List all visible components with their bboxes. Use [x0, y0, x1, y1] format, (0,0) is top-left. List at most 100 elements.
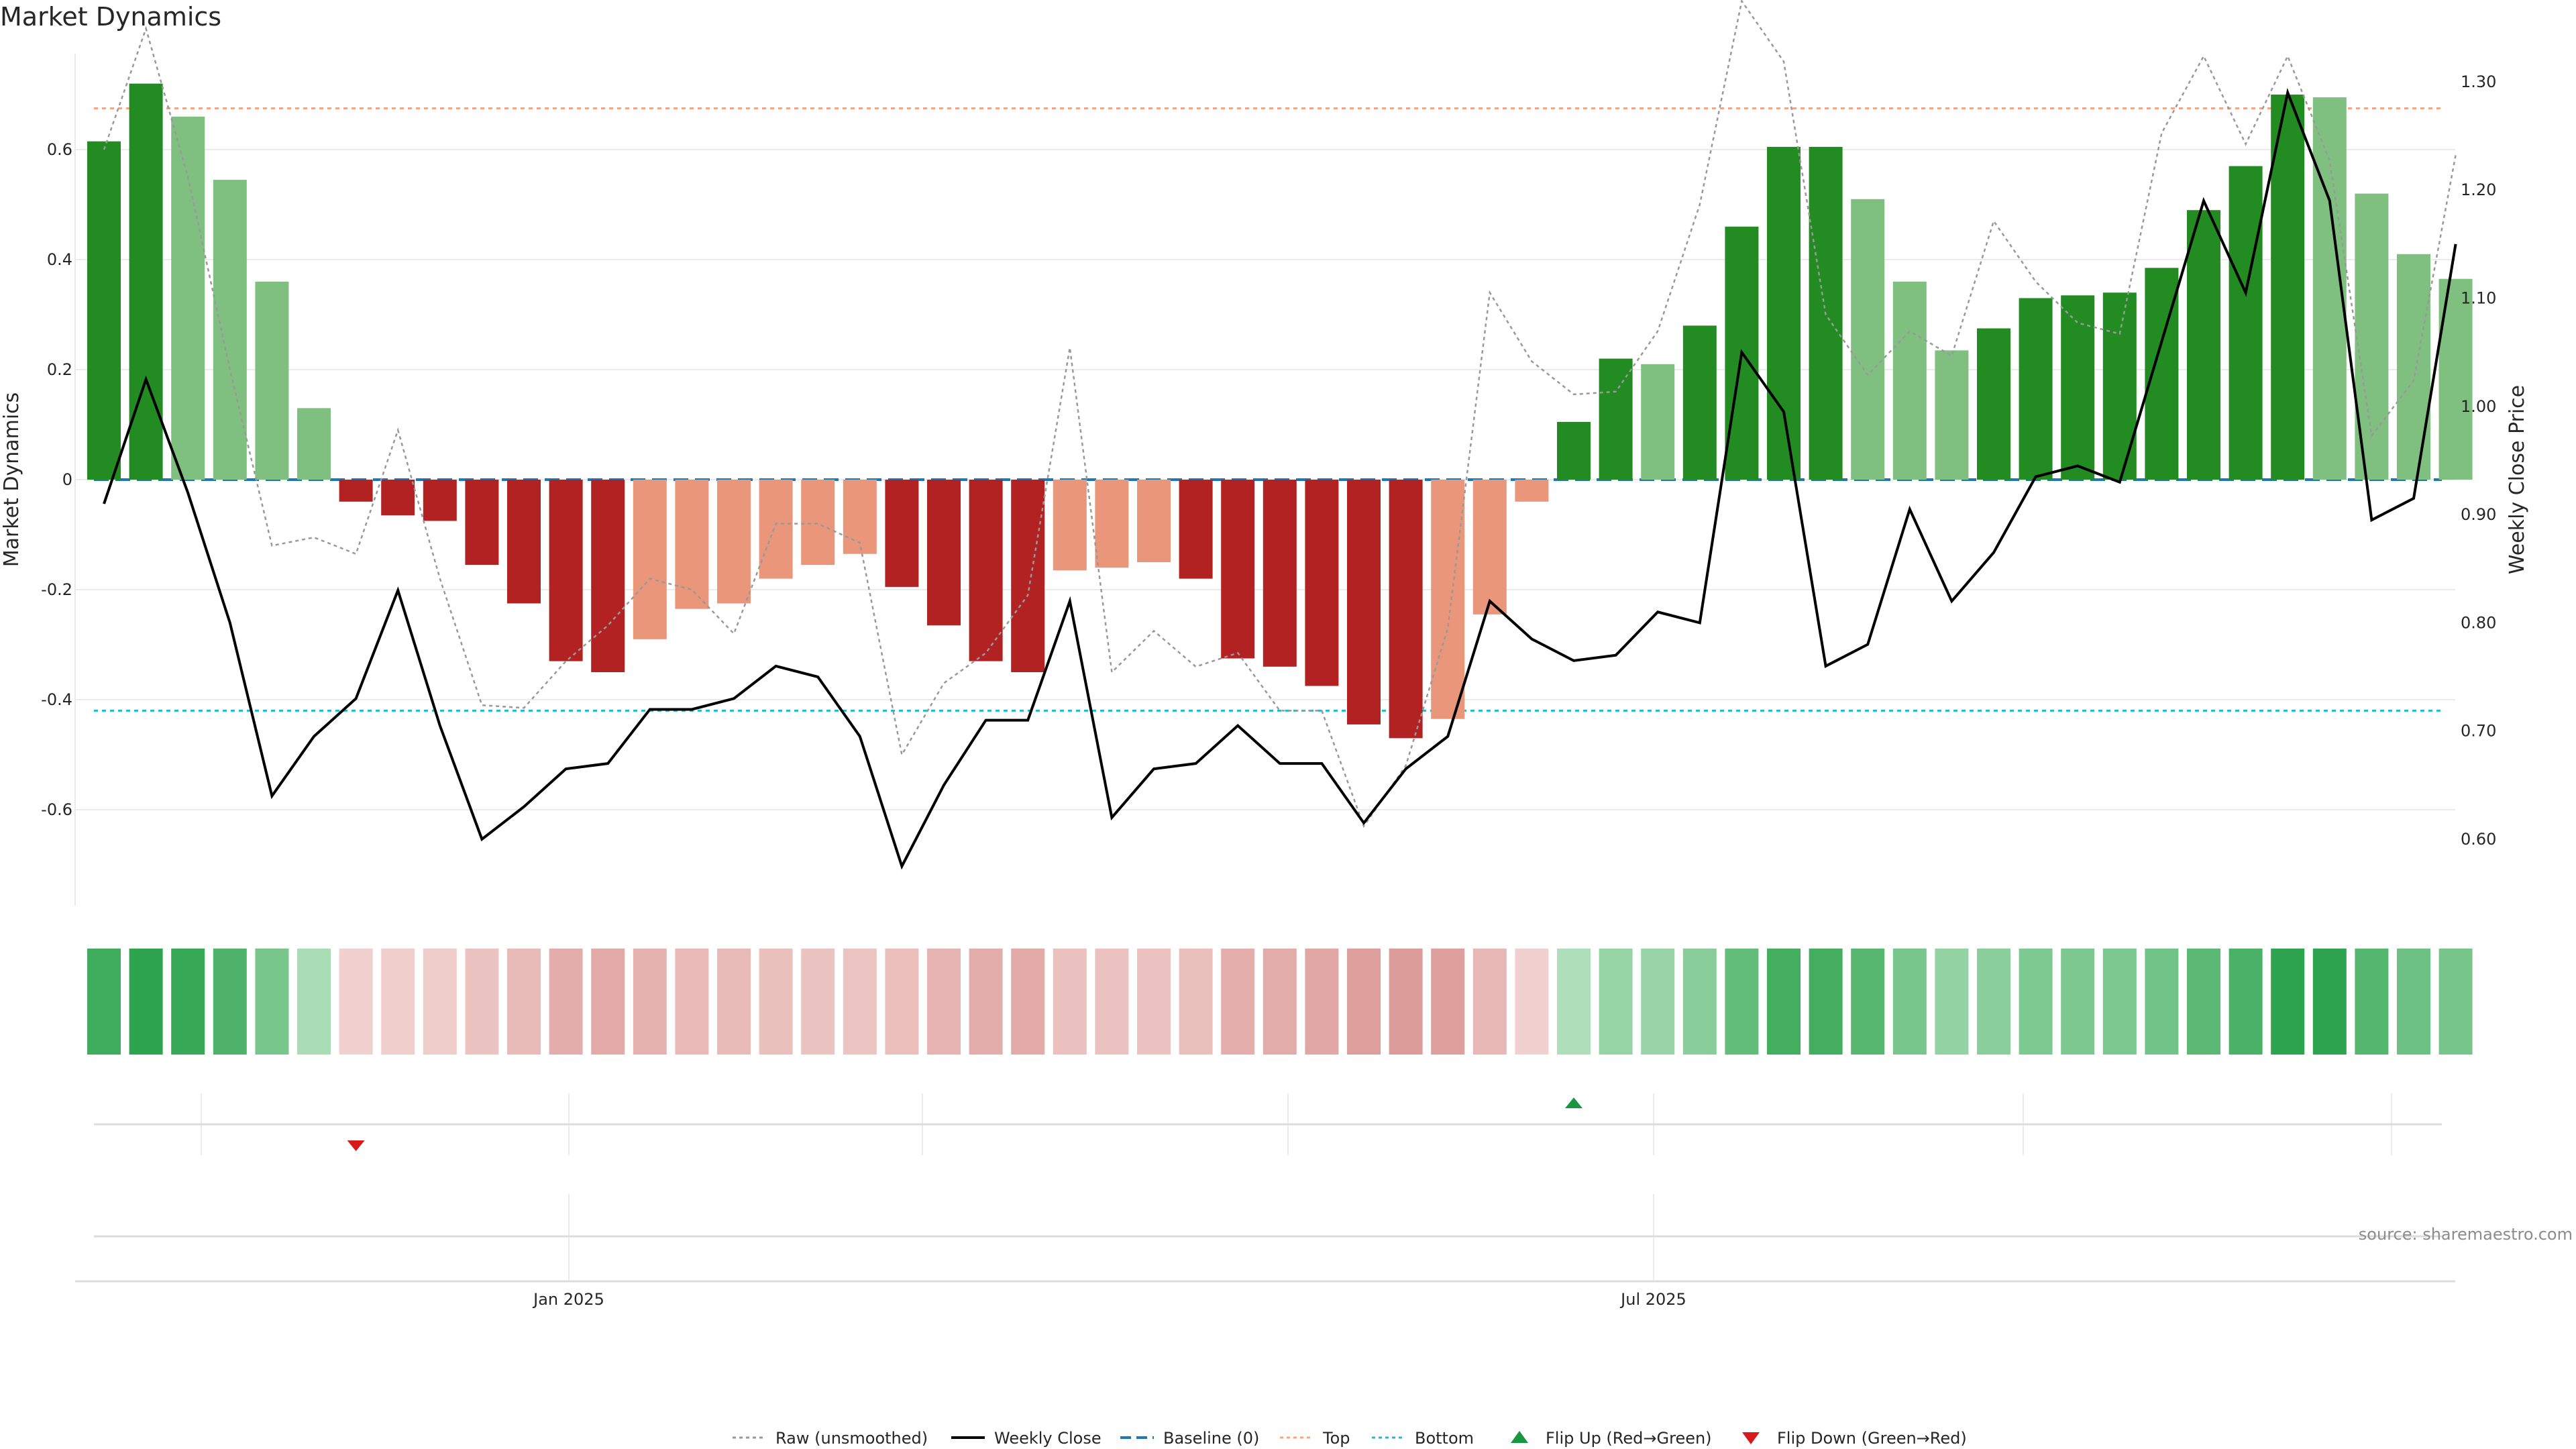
bottom-panel: [75, 1194, 2455, 1283]
legend-label: Baseline (0): [1163, 1429, 1259, 1448]
heat-cell: [255, 949, 289, 1055]
heat-cell: [549, 949, 583, 1055]
bar: [1263, 480, 1297, 667]
legend-glyph-flip-up: [1511, 1431, 1528, 1443]
left-tick-label: -0.2: [41, 580, 72, 599]
heat-cell: [339, 949, 373, 1055]
heat-cell: [2229, 949, 2263, 1055]
heat-cell: [1557, 949, 1591, 1055]
heat-cell: [1179, 949, 1213, 1055]
left-axis-ticks: -0.6 -0.4 -0.2 0 0.2 0.4 0.6: [41, 140, 72, 819]
right-tick-label: 0.90: [2461, 505, 2496, 524]
heat-cell: [633, 949, 667, 1055]
bar: [213, 180, 247, 480]
heat-cell: [1221, 949, 1255, 1055]
heat-cell: [1599, 949, 1633, 1055]
bar: [1977, 328, 2010, 480]
bar: [1305, 480, 1339, 686]
x-tick-label: Jul 2025: [1619, 1290, 1686, 1309]
left-tick-label: 0.2: [47, 360, 72, 379]
heat-cell: [591, 949, 625, 1055]
bar: [423, 480, 457, 521]
bar: [1935, 350, 1969, 480]
bar: [171, 116, 205, 480]
heat-cell: [129, 949, 163, 1055]
right-tick-label: 1.00: [2461, 397, 2496, 416]
flip-down-marker: [347, 1140, 365, 1151]
bar: [1095, 480, 1129, 568]
legend: Raw (unsmoothed) Weekly Close Baseline (0)…: [733, 1429, 1967, 1448]
legend-label: Flip Down (Green→Red): [1777, 1429, 1967, 1448]
heat-cell: [1305, 949, 1339, 1055]
legend-item: Top: [1280, 1429, 1350, 1448]
heat-cell: [2312, 949, 2347, 1055]
heat-cell: [1935, 949, 1969, 1055]
bar: [1851, 199, 1885, 480]
bar: [549, 480, 583, 661]
heat-cell: [675, 949, 709, 1055]
legend-label: Bottom: [1415, 1429, 1474, 1448]
bar: [2229, 166, 2263, 480]
heat-strip: [87, 949, 2473, 1055]
bar: [1431, 480, 1465, 719]
heat-cell: [423, 949, 457, 1055]
bar: [1515, 480, 1549, 502]
bar: [1221, 480, 1255, 659]
left-tick-label: 0.4: [47, 250, 72, 269]
heat-cell: [717, 949, 751, 1055]
heat-cell: [801, 949, 835, 1055]
heat-cell: [2355, 949, 2389, 1055]
heat-cell: [1389, 949, 1423, 1055]
heat-cell: [843, 949, 877, 1055]
legend-item: Bottom: [1372, 1429, 1474, 1448]
heat-cell: [2271, 949, 2305, 1055]
heat-cell: [1767, 949, 1801, 1055]
heat-cell: [2145, 949, 2179, 1055]
heat-cell: [1725, 949, 1759, 1055]
heat-cell: [1851, 949, 1885, 1055]
source-note: source: sharemaestro.com: [2359, 1225, 2573, 1244]
bar: [339, 480, 373, 502]
heat-cell: [969, 949, 1003, 1055]
right-tick-label: 0.80: [2461, 613, 2496, 632]
heat-cell: [1011, 949, 1045, 1055]
left-tick-label: -0.4: [41, 690, 72, 709]
legend-label: Raw (unsmoothed): [775, 1429, 928, 1448]
heat-cell: [1809, 949, 1843, 1055]
bar: [969, 480, 1003, 661]
flip-panel: [94, 1093, 2442, 1155]
heat-cell: [759, 949, 793, 1055]
bar: [381, 480, 415, 516]
right-tick-label: 1.20: [2461, 180, 2496, 199]
bar: [1682, 325, 1717, 480]
heat-cell: [2187, 949, 2220, 1055]
bar: [843, 480, 877, 554]
bar: [1767, 146, 1801, 480]
bar: [2187, 210, 2220, 480]
heat-cell: [1431, 949, 1465, 1055]
raw-unsmoothed-line: [103, 0, 2457, 828]
legend-label: Top: [1322, 1429, 1350, 1448]
bar: [591, 480, 625, 672]
heat-cell: [1682, 949, 1717, 1055]
bar: [1389, 480, 1423, 739]
bar: [1557, 421, 1591, 480]
legend-label: Weekly Close: [994, 1429, 1102, 1448]
line-series: [103, 0, 2457, 870]
heat-cell: [1472, 949, 1507, 1055]
legend-item: Raw (unsmoothed): [733, 1429, 928, 1448]
bar: [2061, 295, 2095, 480]
right-tick-label: 0.70: [2461, 722, 2496, 741]
bar: [87, 141, 121, 480]
bar: [2271, 95, 2305, 480]
heat-cell: [1263, 949, 1297, 1055]
left-tick-label: -0.6: [41, 800, 72, 819]
heat-cell: [1053, 949, 1087, 1055]
bar-series: [87, 83, 2473, 739]
heat-cell: [2019, 949, 2053, 1055]
heat-cell: [2438, 949, 2473, 1055]
heat-cell: [2397, 949, 2430, 1055]
bar: [717, 480, 751, 604]
bar: [1053, 480, 1087, 571]
